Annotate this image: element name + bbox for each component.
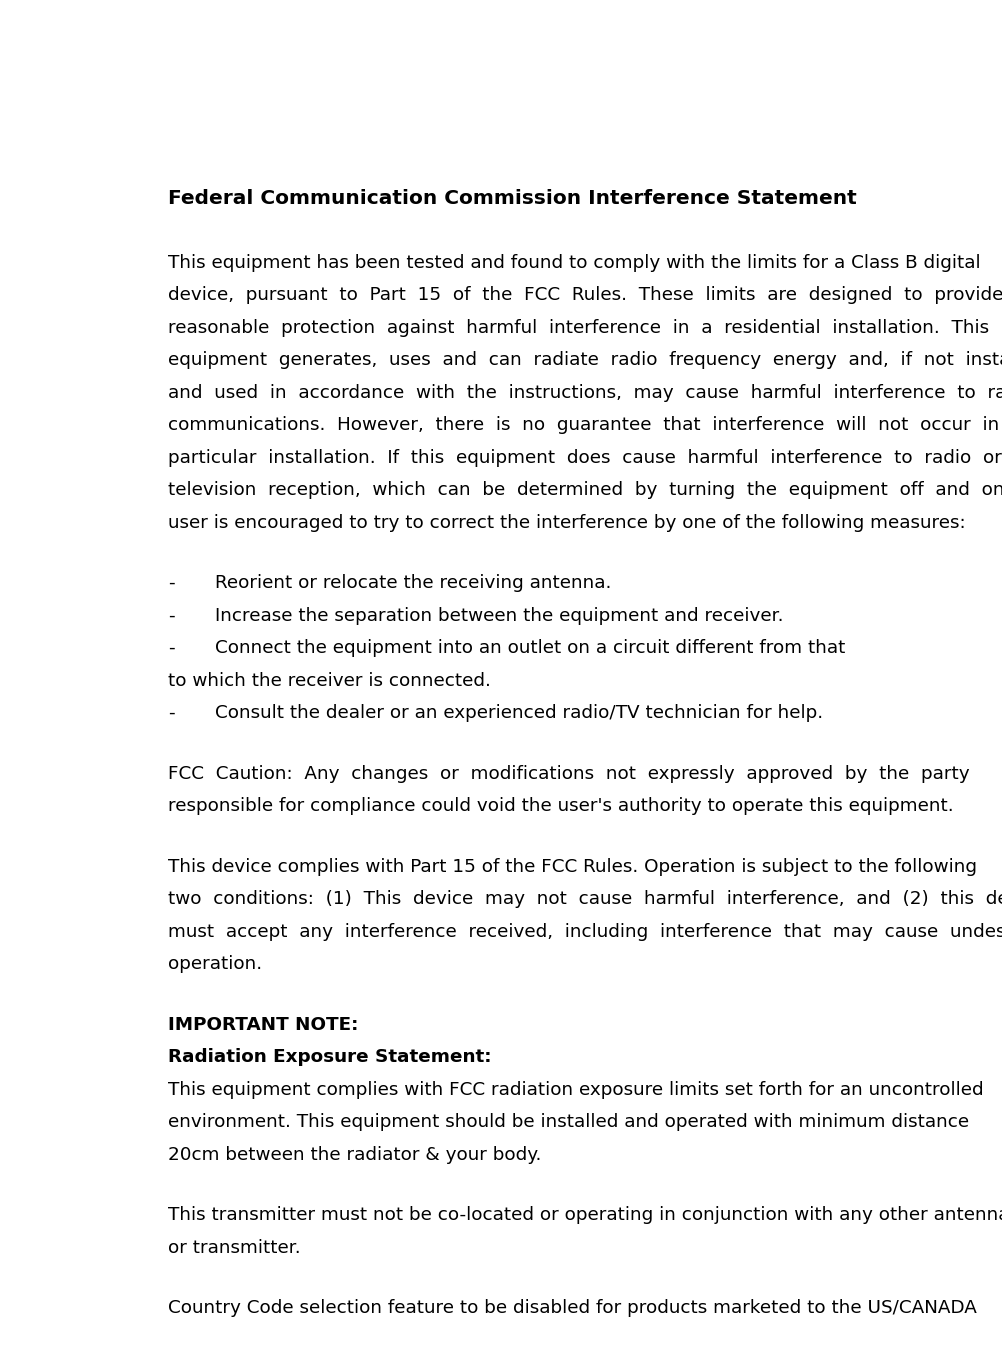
Text: operation.: operation.	[168, 955, 262, 973]
Text: device,  pursuant  to  Part  15  of  the  FCC  Rules.  These  limits  are  desig: device, pursuant to Part 15 of the FCC R…	[168, 286, 1002, 305]
Text: This equipment has been tested and found to comply with the limits for a Class B: This equipment has been tested and found…	[168, 254, 980, 271]
Text: to which the receiver is connected.: to which the receiver is connected.	[168, 672, 491, 689]
Text: user is encouraged to try to correct the interference by one of the following me: user is encouraged to try to correct the…	[168, 514, 965, 532]
Text: environment. This equipment should be installed and operated with minimum distan: environment. This equipment should be in…	[168, 1113, 968, 1130]
Text: 20cm between the radiator & your body.: 20cm between the radiator & your body.	[168, 1145, 541, 1164]
Text: Increase the separation between the equipment and receiver.: Increase the separation between the equi…	[214, 607, 783, 625]
Text: Consult the dealer or an experienced radio/TV technician for help.: Consult the dealer or an experienced rad…	[214, 704, 822, 722]
Text: Reorient or relocate the receiving antenna.: Reorient or relocate the receiving anten…	[214, 575, 610, 592]
Text: television  reception,  which  can  be  determined  by  turning  the  equipment : television reception, which can be deter…	[168, 482, 1002, 499]
Text: -: -	[168, 639, 174, 657]
Text: and  used  in  accordance  with  the  instructions,  may  cause  harmful  interf: and used in accordance with the instruct…	[168, 383, 1002, 402]
Text: -: -	[168, 704, 174, 722]
Text: communications.  However,  there  is  no  guarantee  that  interference  will  n: communications. However, there is no gua…	[168, 417, 1002, 434]
Text: IMPORTANT NOTE:: IMPORTANT NOTE:	[168, 1016, 358, 1033]
Text: This transmitter must not be co-located or operating in conjunction with any oth: This transmitter must not be co-located …	[168, 1206, 1002, 1224]
Text: This equipment complies with FCC radiation exposure limits set forth for an unco: This equipment complies with FCC radiati…	[168, 1081, 983, 1098]
Text: Federal Communication Commission Interference Statement: Federal Communication Commission Interfe…	[168, 189, 856, 208]
Text: Connect the equipment into an outlet on a circuit different from that: Connect the equipment into an outlet on …	[214, 639, 845, 657]
Text: -: -	[168, 575, 174, 592]
Text: reasonable  protection  against  harmful  interference  in  a  residential  inst: reasonable protection against harmful in…	[168, 318, 988, 337]
Text: This device complies with Part 15 of the FCC Rules. Operation is subject to the : This device complies with Part 15 of the…	[168, 858, 976, 876]
Text: Country Code selection feature to be disabled for products marketed to the US/CA: Country Code selection feature to be dis…	[168, 1299, 976, 1317]
Text: particular  installation.  If  this  equipment  does  cause  harmful  interferen: particular installation. If this equipme…	[168, 449, 1001, 467]
Text: responsible for compliance could void the user's authority to operate this equip: responsible for compliance could void th…	[168, 797, 953, 815]
Text: must  accept  any  interference  received,  including  interference  that  may  : must accept any interference received, i…	[168, 923, 1002, 940]
Text: Radiation Exposure Statement:: Radiation Exposure Statement:	[168, 1048, 491, 1066]
Text: FCC  Caution:  Any  changes  or  modifications  not  expressly  approved  by  th: FCC Caution: Any changes or modification…	[168, 765, 969, 782]
Text: two  conditions:  (1)  This  device  may  not  cause  harmful  interference,  an: two conditions: (1) This device may not …	[168, 890, 1002, 908]
Text: -: -	[168, 607, 174, 625]
Text: or transmitter.: or transmitter.	[168, 1238, 301, 1256]
Text: equipment  generates,  uses  and  can  radiate  radio  frequency  energy  and,  : equipment generates, uses and can radiat…	[168, 351, 1002, 370]
